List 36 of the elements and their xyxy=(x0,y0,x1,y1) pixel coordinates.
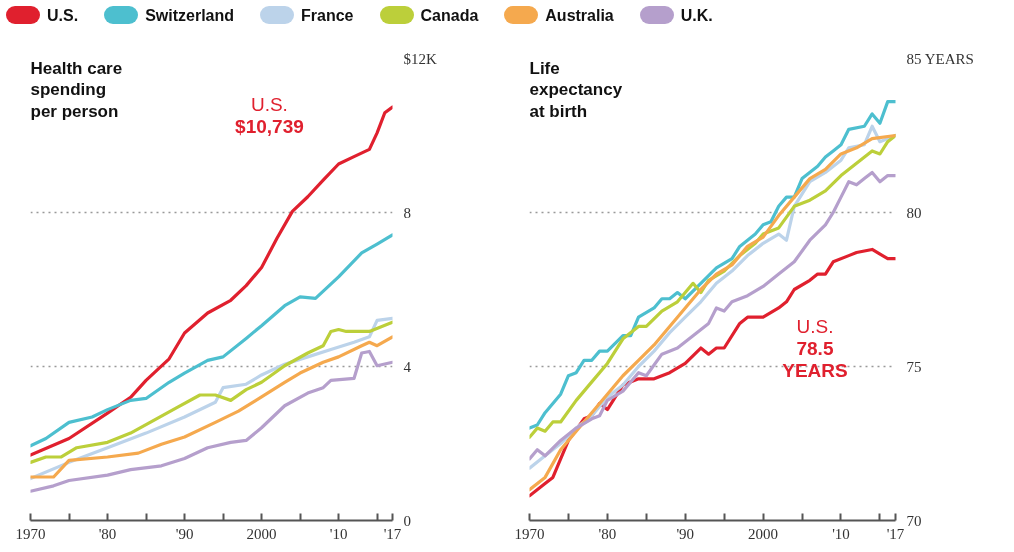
legend-label: Switzerland xyxy=(144,6,235,25)
x-tick-label: '80 xyxy=(98,525,117,542)
y-tick-label: 8 xyxy=(403,204,411,221)
legend-label: Australia xyxy=(544,6,614,25)
x-tick-label: '17 xyxy=(383,525,402,542)
text: Life expectancy at birth xyxy=(529,58,623,122)
x-tick-label: '90 xyxy=(175,525,194,542)
line-series xyxy=(30,233,393,448)
x-tick-label: '80 xyxy=(598,525,617,542)
annotation: $10,739 xyxy=(235,116,304,138)
y-tick-label: 85 YEARS xyxy=(906,50,974,67)
annotation: 78.5 xyxy=(796,337,834,359)
x-tick-label: 2000 xyxy=(246,525,277,542)
x-tick-label: '17 xyxy=(886,525,905,542)
legend-label: U.K. xyxy=(679,6,713,25)
text: Health care spending per person xyxy=(30,58,123,122)
x-tick-label: '90 xyxy=(676,525,695,542)
x-tick-label: '10 xyxy=(832,525,850,542)
annotation: U.S. xyxy=(250,94,288,116)
y-tick-label: 80 xyxy=(906,204,922,221)
x-tick-label: 1970 xyxy=(514,525,545,542)
x-tick-label: '10 xyxy=(329,525,348,542)
annotation: YEARS xyxy=(782,359,848,381)
y-tick-label: $12K xyxy=(403,50,437,67)
y-tick-label: 70 xyxy=(906,512,922,529)
legend-label: Canada xyxy=(419,6,479,25)
y-tick-label: 0 xyxy=(403,512,411,529)
annotation: U.S. xyxy=(796,315,834,337)
line-series xyxy=(30,349,393,493)
x-tick-label: 1970 xyxy=(15,525,46,542)
line-series xyxy=(529,170,896,461)
legend-label: U.S. xyxy=(46,6,79,25)
x-tick-label: 2000 xyxy=(748,525,779,542)
y-tick-label: 75 xyxy=(906,358,922,375)
legend-label: France xyxy=(300,6,354,25)
y-tick-label: 4 xyxy=(403,358,412,375)
